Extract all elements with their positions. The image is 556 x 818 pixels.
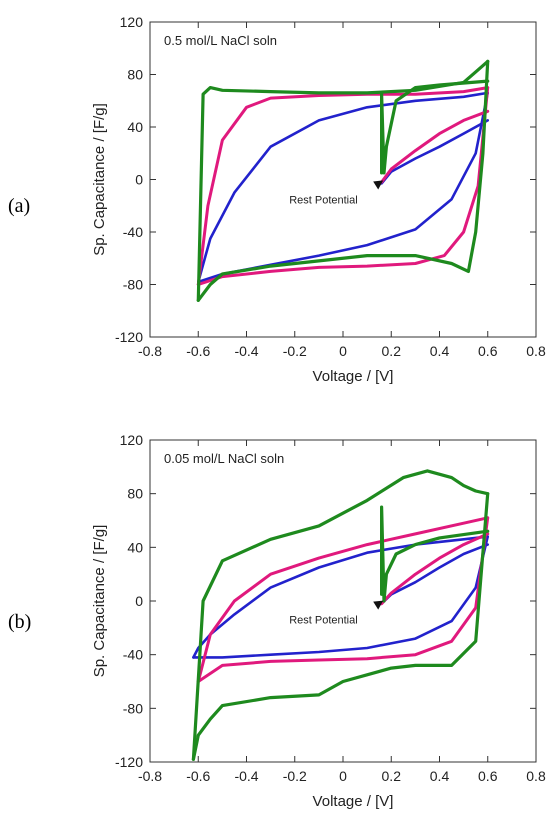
y-tick-label: 80 — [127, 67, 143, 83]
x-tick-label: 0 — [339, 343, 347, 359]
rest-potential-label: Rest Potential — [289, 615, 357, 627]
series-1-branch-line — [380, 119, 489, 185]
x-tick-label: 0.4 — [430, 768, 450, 784]
x-tick-label: 0.6 — [478, 768, 498, 784]
x-tick-label: 0.6 — [478, 343, 498, 359]
y-tick-label: 120 — [120, 432, 144, 448]
chart-panel-a: (a) -0.8 -0.6 -0.4 -0.2 0 0.2 0.4 0.6 0.8 120 80 40 0… — [8, 14, 546, 385]
y-tick-label: 80 — [127, 486, 143, 502]
x-tick-label: -0.2 — [283, 768, 307, 784]
series-3-branch-line — [380, 505, 490, 603]
series-3-branch-line — [380, 79, 490, 175]
series-3-reverse-line — [191, 469, 490, 761]
chart-title: 0.05 mol/L NaCl soln — [164, 451, 284, 466]
series-2-branch-line — [380, 532, 490, 606]
y-tick-label: -80 — [123, 277, 143, 293]
series-2-reverse-line — [196, 86, 490, 286]
y-tick-label: 40 — [127, 539, 143, 555]
series-3-reverse-line — [196, 59, 490, 302]
x-tick-label: -0.6 — [186, 343, 210, 359]
x-tick-label: 0.8 — [526, 768, 546, 784]
y-tick-label: -120 — [115, 754, 143, 770]
rest-potential-marker — [373, 600, 384, 610]
y-tick-label: -40 — [123, 647, 143, 663]
y-tick-label: 0 — [135, 172, 143, 188]
y-tick-label: 40 — [127, 119, 143, 135]
x-tick-label: 0.2 — [382, 343, 402, 359]
x-tick-label: -0.4 — [234, 768, 258, 784]
x-tick-label: 0.2 — [382, 768, 402, 784]
x-tick-label: -0.6 — [186, 768, 210, 784]
y-tick-label: 120 — [120, 14, 144, 30]
panel-label: (b) — [8, 611, 31, 633]
y-axis-title: Sp. Capacitance / [F/g] — [91, 525, 108, 678]
series-2-reverse-line — [196, 516, 490, 683]
x-tick-label: 0.8 — [526, 343, 546, 359]
chart-title: 0.5 mol/L NaCl soln — [164, 33, 277, 48]
rest-potential-label: Rest Potential — [289, 194, 357, 206]
y-tick-label: 0 — [135, 593, 143, 609]
chart-panel-b: (b) -0.8 -0.6 -0.4 -0.2 0 0.2 0.4 0.6 0.8 120 80 40 0… — [8, 432, 546, 810]
x-tick-label: -0.2 — [283, 343, 307, 359]
series-2-forward-line — [196, 516, 490, 683]
panel-label: (a) — [8, 195, 30, 217]
x-tick-label: -0.8 — [138, 343, 162, 359]
series-1-reverse-line — [197, 91, 489, 284]
x-tick-label: 0.4 — [430, 343, 450, 359]
y-tick-label: -40 — [123, 224, 143, 240]
series-2-branch-line — [380, 109, 490, 184]
series-1-reverse-line — [192, 535, 489, 659]
series-3-forward-line — [196, 59, 490, 302]
x-axis-title: Voltage / [V] — [313, 793, 394, 810]
y-axis-title: Sp. Capacitance / [F/g] — [91, 103, 108, 256]
rest-potential-marker — [373, 180, 384, 190]
x-tick-label: -0.4 — [234, 343, 258, 359]
series-1-forward-line — [192, 535, 489, 659]
x-tick-label: -0.8 — [138, 768, 162, 784]
series-3-forward-line — [191, 492, 490, 761]
series-2-forward-line — [196, 86, 490, 286]
x-tick-label: 0 — [339, 768, 347, 784]
x-axis-title: Voltage / [V] — [313, 368, 394, 385]
y-tick-label: -80 — [123, 700, 143, 716]
y-tick-label: -120 — [115, 329, 143, 345]
